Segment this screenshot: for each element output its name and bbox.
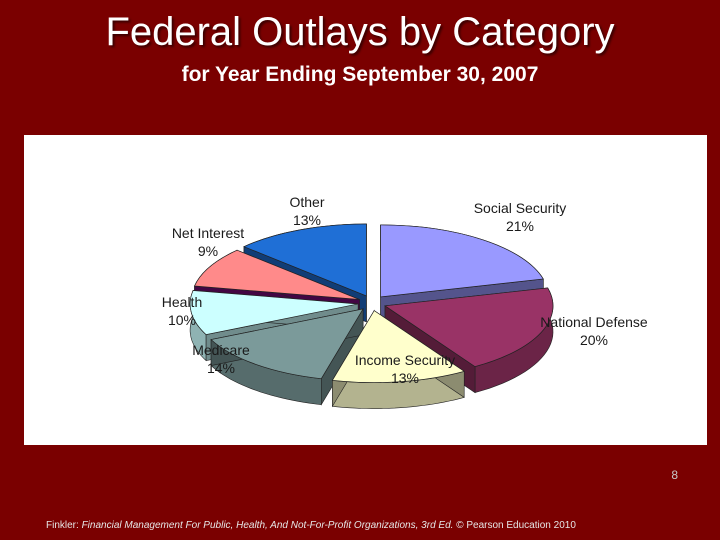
- pie-slice-net-interest: [193, 249, 360, 300]
- pie-label-net-interest: Net Interest: [172, 225, 244, 241]
- pie-label-social-security: Social Security: [474, 200, 567, 216]
- pie-label-health: Health: [162, 294, 202, 310]
- pie-percent-national-defense: 20%: [580, 332, 608, 348]
- footer-author: Finkler:: [46, 520, 79, 531]
- pie-slice-health: [189, 290, 359, 335]
- pie-chart: Social Security 21% National Defense 20% Inc…: [162, 194, 648, 409]
- pie-slice-medicare: [210, 308, 364, 380]
- pie-label-income-security: Income Security: [355, 352, 455, 368]
- pie-label-other: Other: [289, 194, 324, 210]
- pie-labels: Social Security 21% National Defense 20% Inc…: [162, 194, 648, 386]
- footer-copyright: © Pearson Education 2010: [456, 520, 576, 531]
- pie-label-national-defense: National Defense: [540, 314, 648, 330]
- footer-book-title: Financial Management For Public, Health,…: [81, 520, 454, 531]
- pie-label-medicare: Medicare: [192, 342, 250, 358]
- pie-percent-net-interest: 9%: [198, 243, 218, 259]
- pie-percent-social-security: 21%: [506, 218, 534, 234]
- pie-percent-income-security: 13%: [391, 370, 419, 386]
- pie-slice-social-security: [380, 224, 544, 298]
- slide-subtitle: for Year Ending September 30, 2007: [181, 63, 539, 86]
- pie-slice-national-defense: [384, 287, 554, 368]
- slide-title: Federal Outlays by Category: [105, 10, 615, 54]
- pie-percent-health: 10%: [168, 312, 196, 328]
- pie-percent-medicare: 14%: [207, 360, 235, 376]
- chart-panel: Social Security 21% National Defense 20% Inc…: [24, 135, 707, 445]
- page-number: 8: [671, 468, 678, 482]
- pie-percent-other: 13%: [293, 212, 321, 228]
- pie-tops: [189, 223, 554, 383]
- footer-credit: Finkler: Financial Management For Public…: [46, 520, 576, 531]
- pie-slice-other: [243, 223, 367, 297]
- pie-slice-income-security: [331, 310, 466, 383]
